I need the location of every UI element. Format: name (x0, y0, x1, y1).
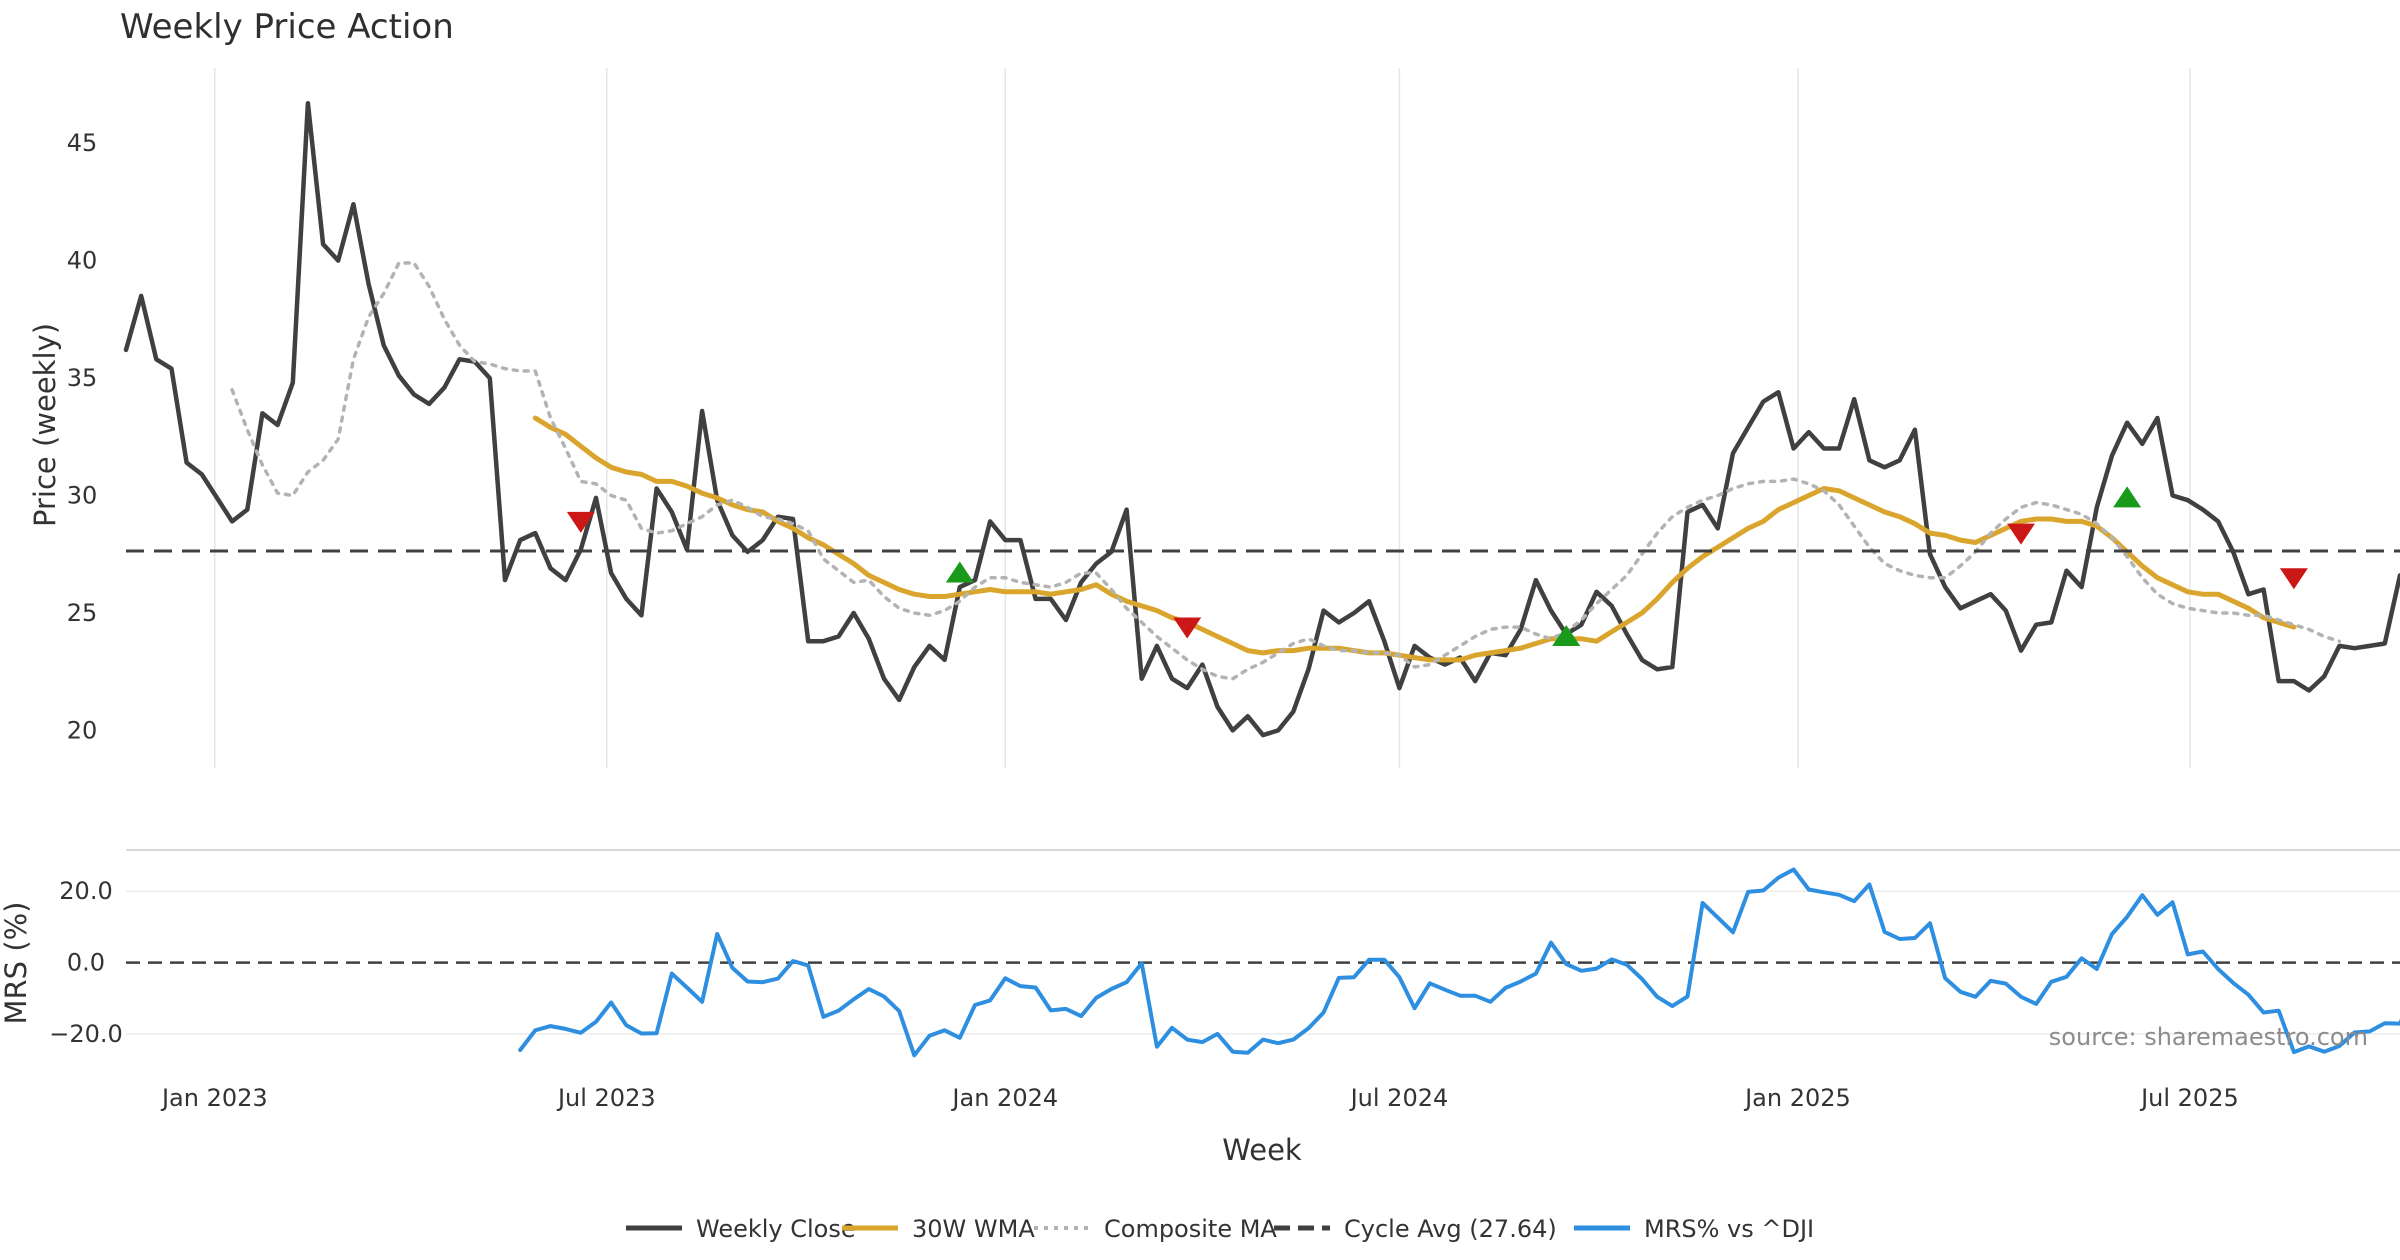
series-mrs-vs-dji (518, 867, 2400, 1058)
price-series-layer (123, 100, 2400, 738)
mrs-y-axis-title: MRS (%) (0, 902, 33, 1025)
x-axis-title: Week (1222, 1133, 1302, 1167)
x-tick-label: Jan 2024 (950, 1084, 1058, 1112)
x-tick-label: Jan 2023 (160, 1084, 268, 1112)
price-y-tick: 40 (67, 247, 98, 275)
price-y-tick: 30 (67, 482, 98, 510)
legend-label-composite-ma: Composite MA (1104, 1215, 1277, 1243)
price-y-axis-title: Price (weekly) (28, 323, 62, 527)
source-annotation: source: sharemaestro.com (2049, 1023, 2368, 1051)
series-weekly-close (123, 100, 2400, 738)
series-30w-wma (532, 415, 2297, 663)
sell-signal-marker (1173, 617, 1202, 639)
x-tick-label: Jul 2023 (556, 1084, 656, 1112)
buy-signal-marker (2113, 486, 2142, 508)
mrs-y-axis: −20.0 0.0 20.0 (49, 877, 123, 1048)
legend-label-weekly-close: Weekly Close (696, 1215, 856, 1243)
price-y-tick: 45 (67, 129, 98, 157)
legend-label-30w-wma: 30W WMA (912, 1215, 1035, 1243)
legend: Weekly Close 30W WMA Composite MA Cycle Avg… (626, 1215, 1814, 1243)
sell-signal-marker (2007, 523, 2035, 545)
price-y-tick: 20 (67, 716, 98, 744)
series-composite-ma (230, 261, 2342, 681)
price-y-axis: 20 25 30 35 40 45 (67, 129, 98, 744)
mrs-panel-gridlines (126, 890, 2400, 1035)
sell-signal-marker (2279, 568, 2308, 590)
mrs-series-layer (518, 867, 2400, 1058)
legend-label-mrs-vs-dji: MRS% vs ^DJI (1644, 1215, 1814, 1243)
buy-signal-marker (945, 561, 974, 583)
price-y-tick: 25 (67, 599, 98, 627)
x-tick-label: Jul 2025 (2139, 1084, 2239, 1112)
sell-signal-marker (566, 511, 595, 533)
buy-signal-marker (1552, 624, 1581, 646)
mrs-y-tick: −20.0 (49, 1020, 123, 1048)
signal-markers (566, 486, 2308, 646)
chart-title: Weekly Price Action (120, 7, 454, 47)
x-tick-label: Jul 2024 (1349, 1084, 1449, 1112)
price-panel-gridlines (214, 68, 2191, 768)
x-tick-label: Jan 2025 (1743, 1084, 1851, 1112)
legend-label-cycle-avg-27-64: Cycle Avg (27.64) (1344, 1215, 1557, 1243)
x-axis-tick-labels: Jan 2023 Jul 2023 Jan 2024 Jul 2024 Jan 2025… (160, 1084, 2239, 1112)
mrs-y-tick: 20.0 (59, 877, 112, 905)
mrs-y-tick: 0.0 (67, 949, 105, 977)
price-y-tick: 35 (67, 364, 98, 392)
